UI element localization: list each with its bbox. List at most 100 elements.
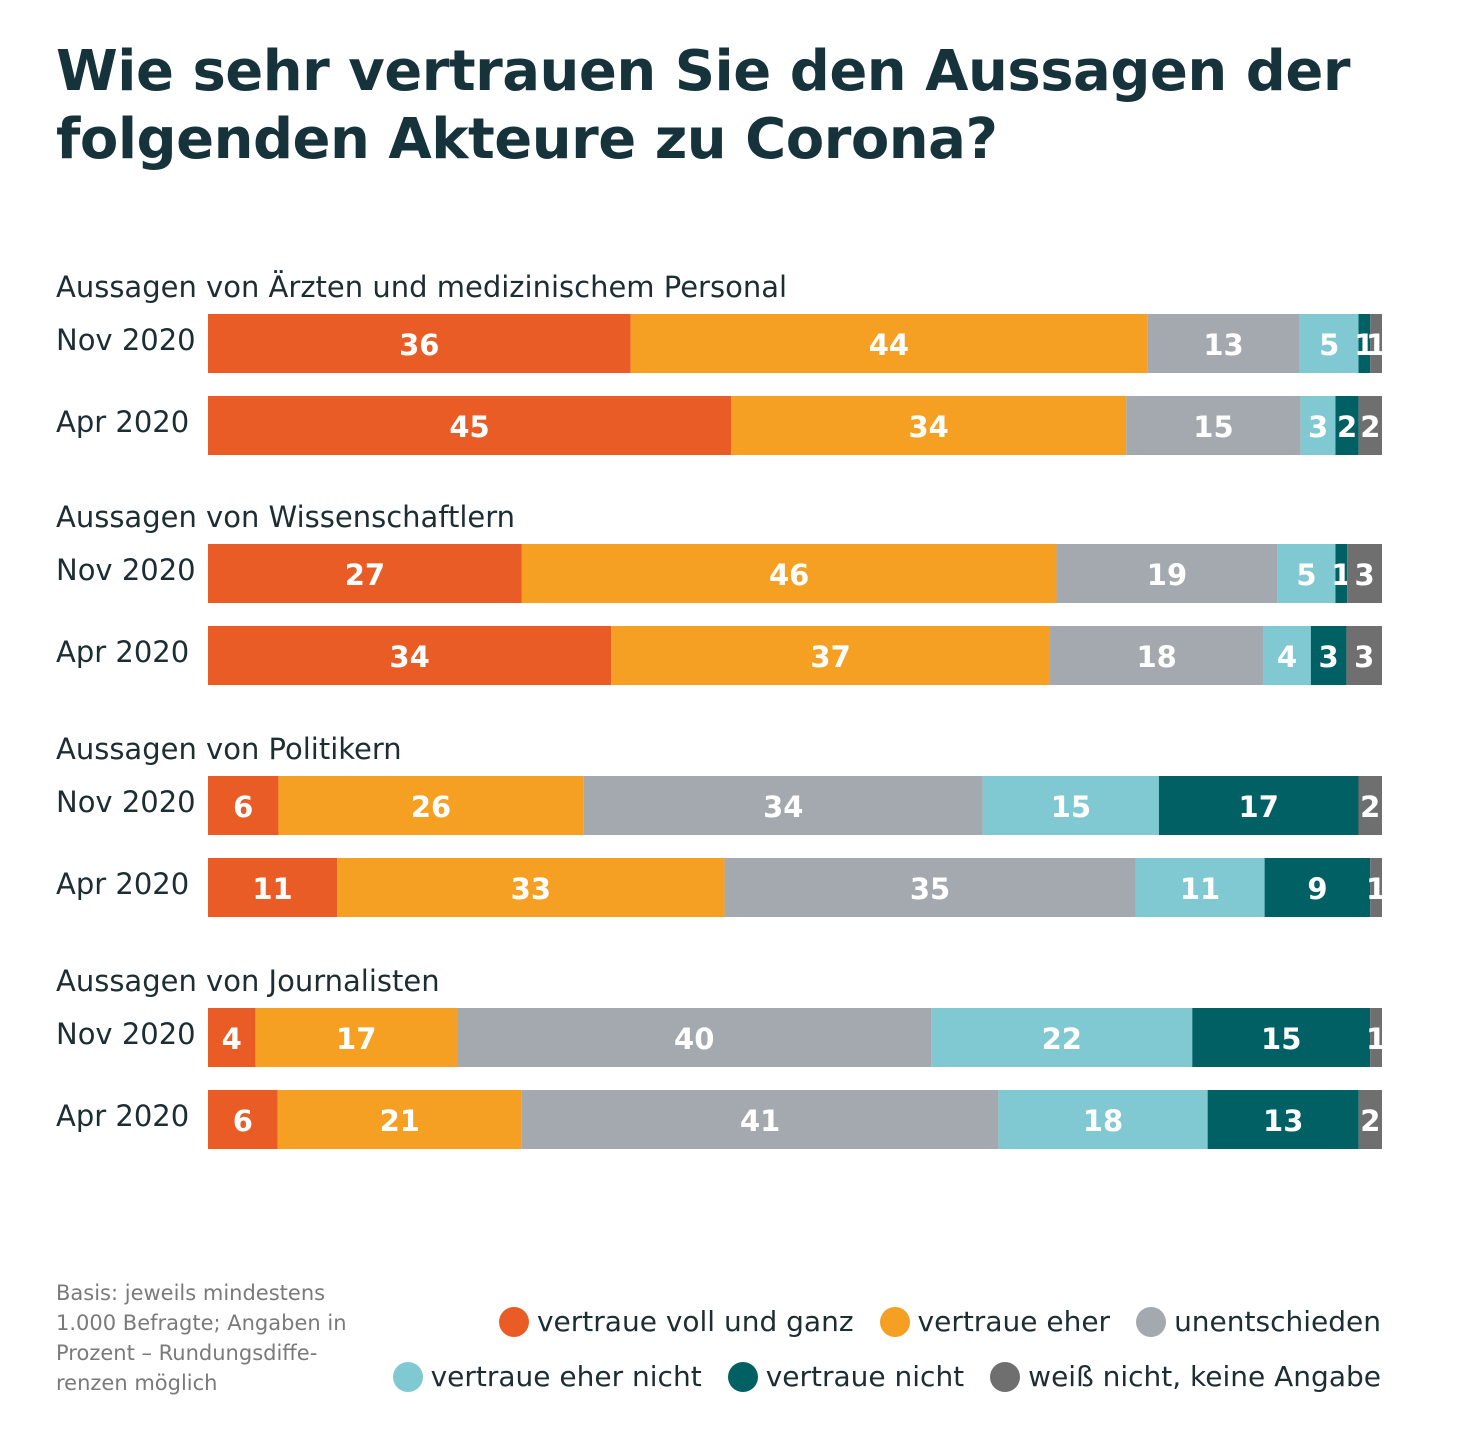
bar-value-label: 1 [1354, 328, 1374, 362]
bar-segment-vertraue-nicht [1358, 314, 1371, 373]
bar-segment-vertraue-nicht [1192, 1008, 1371, 1067]
bar-segment-weiss-nicht-keine-angabe [1370, 314, 1382, 373]
bar-value-label: 13 [1203, 328, 1243, 362]
bar-segment-vertraue-nicht [1335, 396, 1359, 455]
bar-value-label: 22 [1042, 1022, 1082, 1056]
bar-value-label: 11 [1180, 872, 1220, 906]
bar-segment-vertraue-eher [731, 396, 1127, 455]
bar-value-label: 6 [233, 790, 253, 824]
bar-segment-vertraue-voll-und-ganz [208, 1008, 256, 1067]
bar-segment-vertraue-voll-und-ganz [208, 858, 338, 917]
chart-title: Wie sehr vertrauen Sie den Aussagen der … [56, 39, 1350, 172]
bar-segment-vertraue-eher [278, 776, 584, 835]
bar-value-label: 37 [810, 640, 850, 674]
group-title-2: Aussagen von Wissenschaftlern [56, 500, 515, 534]
bar-value-label: 46 [769, 558, 809, 592]
bar-segment-vertraue-voll-und-ganz [208, 396, 732, 455]
bar-value-label: 4 [222, 1022, 242, 1056]
bar-segment-vertraue-nicht [1264, 858, 1371, 917]
bar-segment-weiss-nicht-keine-angabe [1370, 1008, 1382, 1067]
bar-segment-vertraue-eher-nicht [1263, 626, 1311, 685]
bar-segment-unentschieden [521, 1090, 999, 1149]
bar-segment-vertraue-nicht [1335, 544, 1348, 603]
group-title-1: Aussagen von Ärzten und medizinischem Pe… [56, 270, 787, 304]
bar-value-label: 2 [1360, 410, 1380, 444]
bar-value-label: 21 [380, 1104, 420, 1138]
bar-value-label: 18 [1137, 640, 1177, 674]
legend-swatch-weiss-nicht [990, 1361, 1021, 1392]
bar-segment-vertraue-voll-und-ganz [208, 776, 279, 835]
bar-segment-unentschieden [1056, 544, 1278, 603]
legend-label-vertraue-eher: vertraue eher [917, 1305, 1111, 1338]
bar-segment-vertraue-eher [255, 1008, 458, 1067]
bar-value-label: 3 [1354, 558, 1374, 592]
bar-value-label: 5 [1319, 328, 1339, 362]
legend-swatch-vertraue-eher-nicht [392, 1361, 423, 1392]
bar-value-label: 1 [1331, 558, 1351, 592]
bar-segment-unentschieden [1147, 314, 1300, 373]
legend-label-vertraue-eher-nicht: vertraue eher nicht [430, 1360, 702, 1393]
bar-segment-vertraue-eher-nicht [931, 1008, 1193, 1067]
bar-value-label: 1 [1366, 328, 1386, 362]
legend-row-2: vertraue eher nicht vertraue nicht weiß … [392, 1360, 1381, 1393]
legend-item-unentschieden: unentschieden [1136, 1305, 1381, 1338]
bar-value-label: 18 [1083, 1104, 1123, 1138]
bar-segment-weiss-nicht-keine-angabe [1358, 776, 1382, 835]
bar-value-label: 44 [869, 328, 909, 362]
bar-segment-vertraue-voll-und-ganz [208, 314, 631, 373]
legend-swatch-vertraue-voll [498, 1306, 529, 1337]
bar-value-label: 34 [908, 410, 948, 444]
bar-segment-vertraue-eher-nicht [1135, 858, 1265, 917]
bar-value-label: 2 [1360, 1104, 1380, 1138]
bar-segment-weiss-nicht-keine-angabe [1347, 544, 1382, 603]
bar-value-label: 3 [1354, 640, 1374, 674]
legend-item-weiss-nicht: weiß nicht, keine Angabe [990, 1360, 1381, 1393]
bar-value-label: 41 [740, 1104, 780, 1138]
bar-value-label: 2 [1337, 410, 1357, 444]
bar-value-label: 15 [1051, 790, 1091, 824]
legend-label-unentschieden: unentschieden [1174, 1305, 1381, 1338]
bar-segment-unentschieden [1126, 396, 1301, 455]
bar-value-label: 9 [1307, 872, 1327, 906]
bar-segment-weiss-nicht-keine-angabe [1370, 858, 1382, 917]
bar-value-label: 6 [233, 1104, 253, 1138]
bar-segment-vertraue-nicht [1207, 1090, 1359, 1149]
legend-swatch-vertraue-eher [879, 1306, 910, 1337]
bar-value-label: 45 [449, 410, 489, 444]
bar-value-label: 4 [1277, 640, 1297, 674]
basis-note: Basis: jeweils mindestens 1.000 Befragte… [56, 1281, 347, 1395]
legend-swatch-unentschieden [1136, 1306, 1167, 1337]
bar-value-label: 33 [511, 872, 551, 906]
bar-segment-unentschieden [583, 776, 983, 835]
bar-value-label: 36 [399, 328, 439, 362]
legend-item-vertraue-nicht: vertraue nicht [727, 1360, 964, 1393]
bar-value-label: 26 [411, 790, 451, 824]
bar-segment-vertraue-eher-nicht [998, 1090, 1208, 1149]
bar-value-label: 34 [763, 790, 803, 824]
bar-segment-vertraue-eher-nicht [1300, 396, 1336, 455]
bar-segment-vertraue-eher-nicht [1299, 314, 1359, 373]
bar-segment-vertraue-eher [521, 544, 1057, 603]
bar-value-label: 3 [1308, 410, 1328, 444]
bar-value-label: 17 [1239, 790, 1279, 824]
row-label-3-1: Nov 2020 [56, 785, 196, 819]
bar-value-label: 35 [910, 872, 950, 906]
bar-segment-unentschieden [724, 858, 1136, 917]
row-label-1-1: Nov 2020 [56, 323, 196, 357]
legend-item-vertraue-eher: vertraue eher [879, 1305, 1111, 1338]
bar-value-label: 2 [1360, 790, 1380, 824]
group-title-3: Aussagen von Politikern [56, 732, 402, 766]
bar-segment-vertraue-voll-und-ganz [208, 626, 612, 685]
legend-label-weiss-nicht: weiß nicht, keine Angabe [1028, 1360, 1381, 1393]
bar-segment-vertraue-nicht [1310, 626, 1347, 685]
bar-segment-vertraue-eher-nicht [1277, 544, 1336, 603]
bar-segment-vertraue-voll-und-ganz [208, 1090, 278, 1149]
bar-value-label: 40 [674, 1022, 714, 1056]
row-label-4-2: Apr 2020 [56, 1099, 189, 1133]
row-label-1-2: Apr 2020 [56, 405, 189, 439]
legend-row-1: vertraue voll und ganz vertraue eher une… [498, 1305, 1381, 1338]
bar-value-label: 17 [336, 1022, 376, 1056]
bar-value-label: 3 [1319, 640, 1339, 674]
bar-segment-weiss-nicht-keine-angabe [1358, 396, 1382, 455]
